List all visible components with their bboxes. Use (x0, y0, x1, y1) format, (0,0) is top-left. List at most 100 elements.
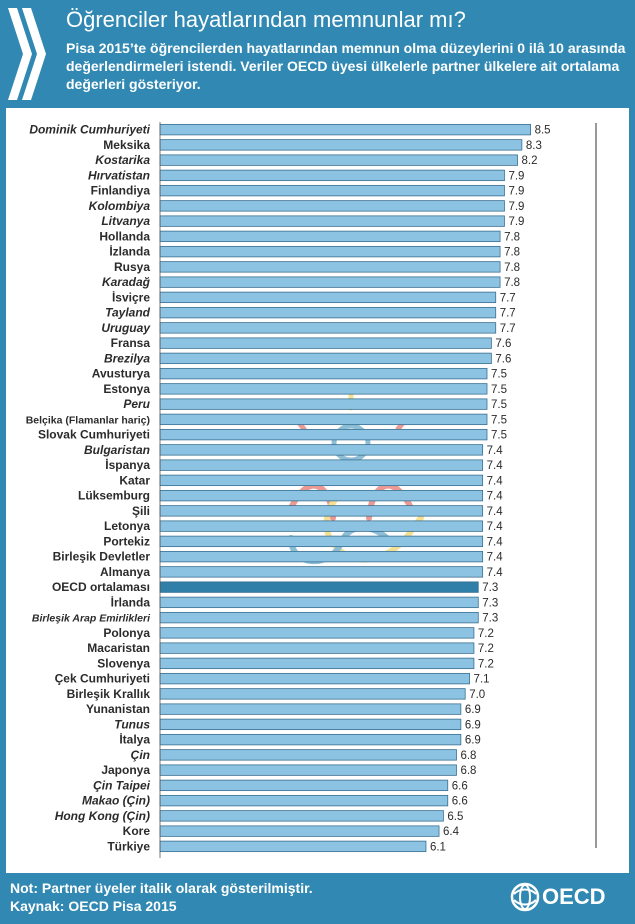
category-label: Makao (Çin) (82, 794, 150, 808)
category-label: Bulgaristan (84, 443, 150, 457)
bar (159, 322, 497, 334)
chart-subtitle: Pisa 2015’te öğrencilerden hayatlarından… (66, 40, 626, 92)
value-label: 7.2 (478, 643, 494, 655)
bar (159, 550, 484, 563)
value-label: 7.9 (508, 186, 524, 198)
category-label: Birleşik Devletler (53, 550, 151, 564)
bar (159, 581, 479, 593)
bar (159, 672, 470, 685)
bar (159, 627, 475, 639)
bar (159, 764, 457, 776)
value-label: 7.9 (508, 170, 524, 182)
bar (159, 245, 501, 258)
category-label: Rusya (114, 260, 150, 274)
category-label: İzlanda (109, 244, 150, 259)
category-label: Çek Cumhuriyeti (55, 672, 150, 686)
category-label: Uruguay (101, 321, 151, 335)
category-label: Türkiye (107, 839, 150, 853)
value-label: 7.4 (487, 521, 504, 533)
bar (159, 337, 492, 349)
oecd-globe-icon (510, 882, 540, 912)
category-label: Kore (123, 824, 151, 838)
category-label: Birleşik Arap Emirlikleri (32, 613, 151, 625)
bar (159, 520, 484, 532)
category-label: Karadağ (102, 275, 151, 289)
category-label: Japonya (101, 763, 150, 777)
bar (159, 184, 505, 197)
category-label: Macaristan (87, 641, 150, 655)
bar (159, 444, 484, 456)
bar (159, 611, 479, 624)
value-label: 8.3 (526, 140, 542, 152)
bar (159, 596, 479, 609)
oecd-chevrons-icon (8, 8, 46, 100)
category-label: İtalya (119, 732, 150, 747)
bar (159, 352, 492, 365)
bar (159, 459, 484, 471)
category-label: Slovak Cumhuriyeti (38, 428, 150, 442)
value-label: 7.4 (487, 475, 504, 487)
value-label: 7.0 (469, 689, 485, 701)
value-label: 6.1 (430, 841, 446, 853)
bar (159, 383, 488, 395)
category-label: Portekiz (103, 534, 150, 548)
category-label: Estonya (103, 382, 150, 396)
bar (159, 703, 462, 715)
value-label: 7.5 (491, 399, 507, 411)
value-label: 6.8 (460, 750, 476, 762)
category-label: İspanya (105, 457, 150, 472)
bar (159, 413, 488, 426)
value-label: 6.9 (465, 704, 481, 716)
category-label: Çin Taipei (93, 778, 151, 792)
value-label: 7.4 (487, 445, 504, 457)
value-label: 7.5 (491, 369, 507, 381)
bar (159, 749, 457, 761)
value-label: 7.4 (487, 567, 504, 579)
chart-title: Öğrenciler hayatlarından memnunlar mı? (66, 7, 466, 32)
category-label: Slovenya (97, 656, 150, 670)
category-label: Lüksemburg (78, 489, 150, 503)
bar (159, 123, 532, 136)
bar (159, 200, 505, 212)
category-label: Brezilya (104, 351, 150, 365)
bar (159, 291, 497, 304)
value-label: 7.8 (504, 277, 520, 289)
bar (159, 276, 501, 288)
bar (159, 794, 449, 807)
category-label: Peru (123, 397, 150, 411)
value-label: 6.8 (460, 765, 476, 777)
category-label: Letonya (104, 519, 150, 533)
value-label: 7.4 (487, 491, 504, 503)
bar-chart: Dominik Cumhuriyeti 8.5 Meksika 8.3 Kostarik… (26, 122, 597, 858)
bar (159, 810, 444, 822)
bar (159, 688, 466, 700)
value-label: 7.1 (474, 674, 490, 686)
value-label: 6.5 (447, 811, 463, 823)
oecd-logo-text: OECD (542, 884, 606, 909)
value-label: 7.7 (500, 308, 516, 320)
value-label: 7.8 (504, 247, 520, 259)
category-label: Belçika (Flamanlar hariç) (26, 414, 150, 426)
bar (159, 718, 462, 731)
value-label: 7.7 (500, 292, 516, 304)
value-label: 8.5 (535, 125, 551, 137)
value-label: 7.3 (482, 582, 498, 594)
value-label: 7.2 (478, 658, 494, 670)
category-label: Fransa (111, 336, 151, 350)
bar (159, 428, 488, 441)
bar (159, 367, 488, 380)
chart-panel: Dominik Cumhuriyeti 8.5 Meksika 8.3 Kostarik… (6, 108, 629, 873)
category-label: Şili (132, 504, 150, 518)
category-label: Yunanistan (86, 702, 150, 716)
bar (159, 261, 501, 273)
value-label: 7.3 (482, 613, 498, 625)
value-label: 7.4 (487, 536, 504, 548)
value-label: 6.9 (465, 719, 481, 731)
value-label: 7.2 (478, 628, 494, 640)
header: Öğrenciler hayatlarından memnunlar mı? P… (0, 0, 635, 108)
value-label: 7.6 (495, 353, 511, 365)
category-label: Finlandiya (91, 184, 151, 198)
category-label: Dominik Cumhuriyeti (29, 123, 150, 137)
bar (159, 306, 497, 319)
footnote: Not: Partner üyeler italik olarak göster… (10, 880, 313, 896)
